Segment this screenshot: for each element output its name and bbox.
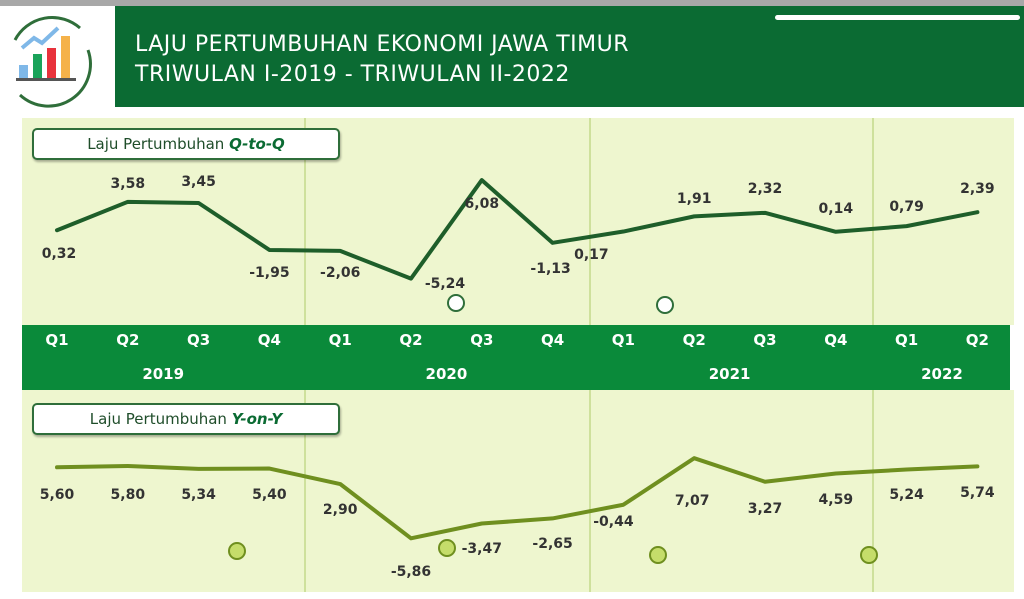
qtoq-data-label: -1,95 [249, 265, 289, 281]
qtoq-data-label: 3,45 [181, 174, 216, 190]
decorative-line [775, 15, 1020, 20]
time-axis-band: Q1 Q2 Q3 Q4 Q1 Q2 Q3 Q4 Q1 Q2 Q3 Q4 Q1 Q2 2019 2020 2021… [22, 325, 1010, 390]
yony-data-label: 2,90 [323, 502, 358, 518]
decorative-circle [656, 296, 674, 314]
qtoq-line [55, 178, 980, 281]
quarter-tick-label: Q3 [753, 331, 777, 349]
qtoq-data-label: 0,14 [819, 201, 854, 217]
yony-data-label: 5,80 [111, 487, 146, 503]
top-bar [0, 0, 1024, 6]
qtoq-data-label: 0,79 [889, 199, 924, 215]
yony-data-label: 7,07 [675, 493, 710, 509]
quarter-tick-label: Q2 [116, 331, 140, 349]
qtoq-data-label: 0,32 [42, 246, 77, 262]
quarter-tick-label: Q3 [186, 331, 211, 349]
decorative-circle [860, 546, 878, 564]
qtoq-data-label: 3,58 [111, 176, 146, 192]
quarter-tick-label: Q2 [965, 331, 989, 349]
qtoq-data-label: 1,91 [677, 191, 712, 207]
qtoq-data-label: 6,08 [465, 196, 500, 212]
quarter-tick-label: Q1 [894, 331, 919, 349]
decorative-circle [228, 542, 246, 560]
yony-data-label: 4,59 [819, 492, 854, 508]
qtoq-data-label: 2,39 [960, 181, 995, 197]
year-tick-label: 2022 [921, 365, 963, 383]
quarter-tick-label: Q1 [611, 331, 635, 349]
yony-data-label: -3,47 [462, 541, 502, 557]
yony-data-label: 5,24 [889, 487, 924, 503]
qtoq-data-label: 0,17 [574, 247, 609, 263]
yony-data-label: -2,65 [532, 536, 572, 552]
year-tick-label: 2021 [708, 365, 751, 383]
quarter-tick-label: Q1 [45, 331, 69, 349]
quarter-tick-label: Q1 [328, 331, 352, 349]
year-tick-label: 2020 [425, 365, 468, 383]
qtoq-data-label: -2,06 [320, 265, 360, 281]
quarter-tick-label: Q2 [399, 331, 423, 349]
quarter-tick-label: Q3 [470, 331, 494, 349]
yony-line [55, 456, 980, 541]
qtoq-data-label: -5,24 [425, 276, 466, 292]
yony-data-label: 5,40 [252, 487, 287, 503]
decorative-circle [447, 294, 465, 312]
yony-data-label: 5,74 [960, 485, 995, 501]
decorative-circle [438, 539, 456, 557]
quarter-tick-label: Q2 [682, 331, 706, 349]
quarter-tick-label: Q4 [824, 331, 848, 349]
yony-data-label: 3,27 [748, 501, 783, 517]
qtoq-legend-box: Laju Pertumbuhan Q-to-Q [32, 128, 340, 160]
yony-data-label: -0,44 [593, 514, 634, 530]
bar-chart-growth-icon [13, 15, 92, 108]
decorative-circle [649, 546, 667, 564]
yony-legend-box: Laju Pertumbuhan Y-on-Y [32, 403, 340, 435]
quarter-tick-label: Q4 [257, 331, 281, 349]
qtoq-data-label: -1,13 [530, 261, 570, 277]
year-tick-label: 2019 [142, 365, 185, 383]
yony-data-label: 5,34 [181, 487, 216, 503]
yony-data-label: 5,60 [40, 487, 75, 503]
quarter-tick-label: Q4 [540, 331, 565, 349]
title-banner: LAJU PERTUMBUHAN EKONOMI JAWA TIMUR TRIW… [115, 6, 1024, 107]
page-title: LAJU PERTUMBUHAN EKONOMI JAWA TIMUR TRIW… [135, 32, 630, 87]
yony-data-label: -5,86 [391, 564, 431, 580]
qtoq-data-label: 2,32 [748, 181, 783, 197]
